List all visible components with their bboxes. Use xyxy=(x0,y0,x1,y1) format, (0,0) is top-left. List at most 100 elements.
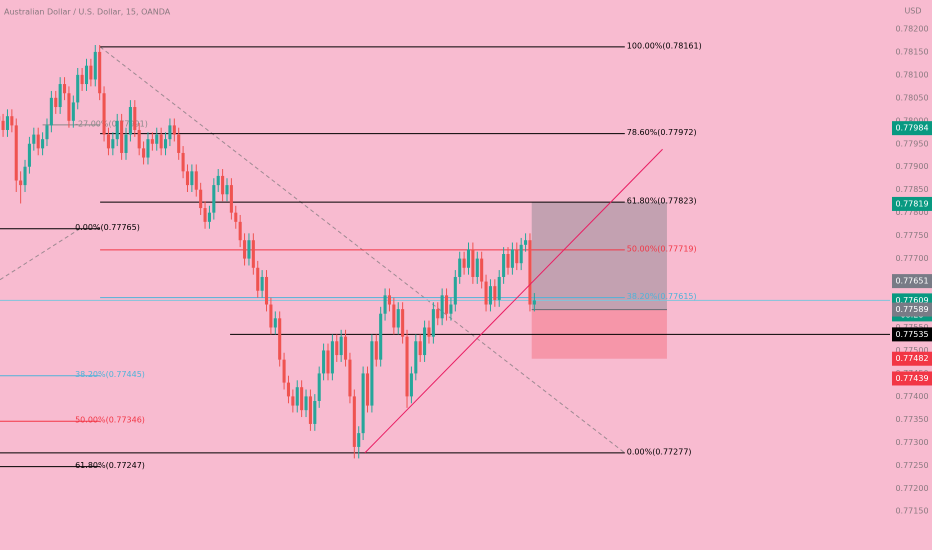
fib-label: -27.00%(0.77991) xyxy=(75,119,148,128)
candle-body xyxy=(348,359,352,397)
candle-body xyxy=(216,175,220,186)
price-tag-label: 0.77609 xyxy=(895,296,928,305)
candle-body xyxy=(203,208,207,222)
candle-body xyxy=(357,433,361,447)
candle-body xyxy=(84,65,89,85)
fib-label: 50.00%(0.77719) xyxy=(627,244,697,253)
candle-body xyxy=(247,240,251,259)
candle-body xyxy=(221,175,225,195)
candle-body xyxy=(80,74,84,85)
candle-body xyxy=(172,125,176,135)
candle-body xyxy=(462,258,466,268)
candle-body xyxy=(10,116,14,126)
y-tick-label: 0.77700 xyxy=(895,254,928,263)
candle-body xyxy=(111,139,115,149)
candle-body xyxy=(493,286,497,300)
y-tick-label: 0.77400 xyxy=(895,392,928,401)
fib-label: 38.20%(0.77445) xyxy=(75,370,145,379)
candle-body xyxy=(339,336,343,356)
candle-body xyxy=(238,221,242,241)
candle-body xyxy=(54,97,58,108)
candle-body xyxy=(155,134,159,144)
candle-body xyxy=(76,74,80,103)
fib-label: 38.20%(0.77615) xyxy=(627,292,697,301)
fib-label: 100.00%(0.78161) xyxy=(627,41,702,50)
candle-body xyxy=(475,258,479,277)
candle-body xyxy=(229,185,233,213)
plot-area: 100.00%(0.78161) 78.60%(0.77972) 61.80%(0.… xyxy=(0,41,890,470)
target-zone xyxy=(531,202,667,310)
candle-body xyxy=(159,134,163,149)
candle-body xyxy=(32,134,36,144)
y-tick-label: 0.78150 xyxy=(895,47,928,56)
candle-body xyxy=(36,134,40,149)
candle-body xyxy=(286,382,291,397)
candle-body xyxy=(515,249,519,264)
price-tag-label: 0.77819 xyxy=(895,199,928,208)
y-tick-label: 0.78100 xyxy=(895,70,928,79)
candle-body xyxy=(427,327,431,337)
candle-body xyxy=(532,300,536,305)
candle-body xyxy=(471,249,475,277)
candle-body xyxy=(458,258,462,277)
candle-body xyxy=(93,51,97,80)
candle-body xyxy=(423,327,427,356)
candle-body xyxy=(361,373,365,434)
price-tag-label: 0.77535 xyxy=(895,330,928,339)
candle-body xyxy=(23,166,27,186)
candle-body xyxy=(19,180,23,186)
candle-body xyxy=(300,387,304,411)
candle-body xyxy=(269,304,273,328)
candle-body xyxy=(431,309,435,337)
fib-label: 50.00%(0.77346) xyxy=(75,416,145,425)
candle-body xyxy=(480,258,484,282)
candle-body xyxy=(106,134,110,149)
candle-body xyxy=(1,120,5,130)
candle-body xyxy=(163,139,168,149)
candle-body xyxy=(71,102,75,121)
candle-body xyxy=(225,185,229,195)
candle-body xyxy=(212,185,216,213)
trend-line xyxy=(364,148,663,454)
price-tag xyxy=(892,371,932,386)
candle-body xyxy=(98,51,102,94)
fib-label: 0.00%(0.77765) xyxy=(75,223,140,232)
candle-body xyxy=(295,387,299,406)
candle-body xyxy=(396,309,400,328)
candle-body xyxy=(273,318,277,328)
candle-body xyxy=(190,171,194,186)
price-tag-label: 0.77984 xyxy=(895,124,928,133)
candle-body xyxy=(146,139,150,158)
y-tick-label: 0.78050 xyxy=(895,93,928,102)
candle-body xyxy=(49,97,53,126)
y-tick-label: 0.78000 xyxy=(895,116,928,125)
candle-body xyxy=(436,309,440,319)
dashed-line xyxy=(0,228,81,281)
candle-body xyxy=(524,240,528,245)
candle-body xyxy=(506,254,510,268)
candle-body xyxy=(488,286,492,305)
candle-body xyxy=(115,120,119,140)
candle-body xyxy=(519,244,523,264)
candle-body xyxy=(177,134,181,153)
price-tag xyxy=(892,351,932,366)
candle-body xyxy=(89,65,93,80)
candle-body xyxy=(374,341,378,360)
candle-body xyxy=(445,295,449,314)
price-tag-label: 0.77589 xyxy=(895,305,928,314)
candle-body xyxy=(256,267,260,291)
currency: USD xyxy=(904,7,921,16)
price-tag xyxy=(892,327,932,342)
candle-body xyxy=(207,212,211,222)
candle-body xyxy=(120,120,124,153)
candle-body xyxy=(418,341,422,356)
candle-body xyxy=(142,148,146,158)
fib-label: 0.00%(0.77277) xyxy=(627,447,692,456)
candle-body xyxy=(401,309,405,337)
candle-body xyxy=(58,84,62,108)
candle-body xyxy=(510,249,514,268)
price-tag xyxy=(892,302,932,317)
